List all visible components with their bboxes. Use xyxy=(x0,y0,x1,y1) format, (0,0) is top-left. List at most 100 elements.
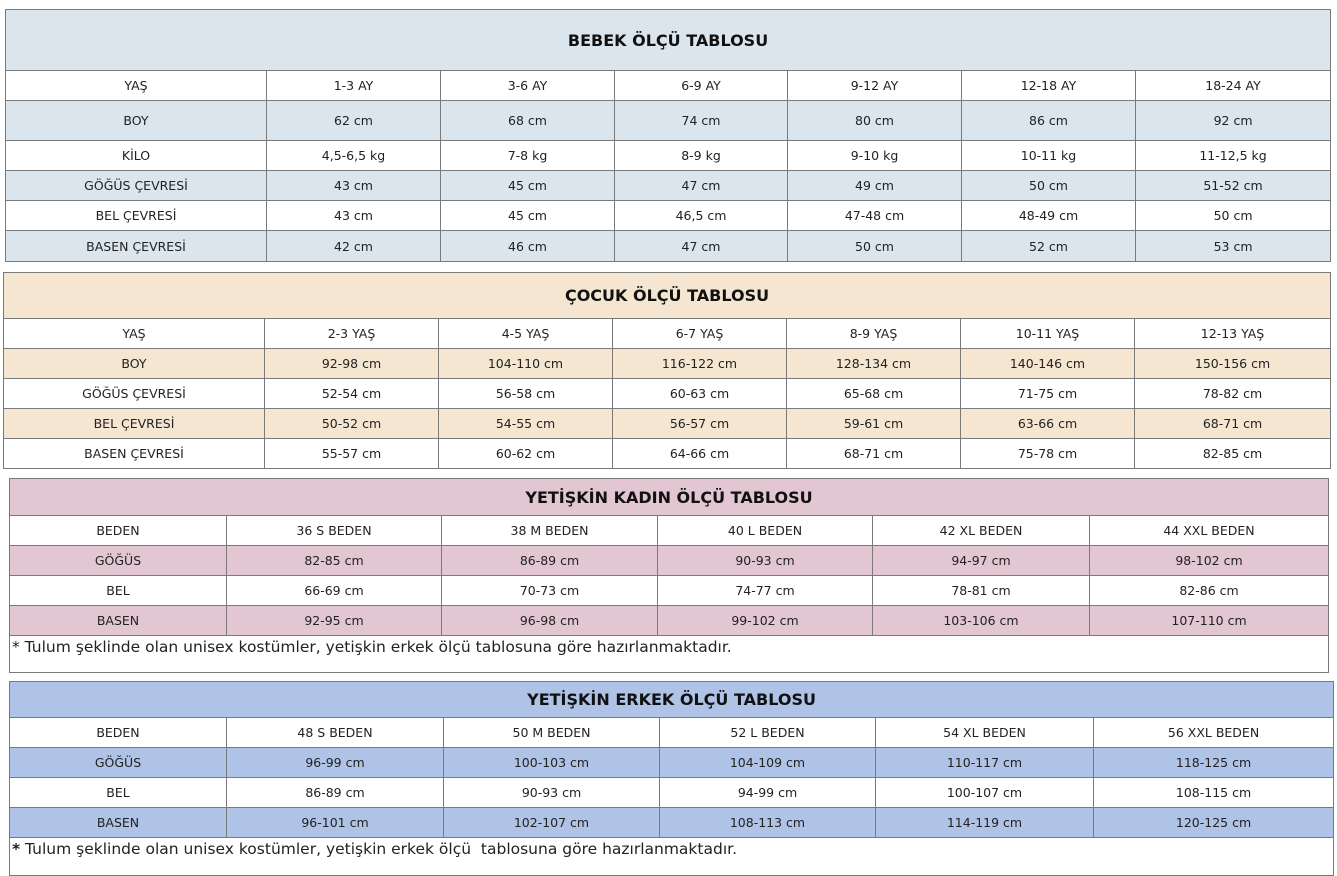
title-row: YETİŞKİN KADIN ÖLÇÜ TABLOSU xyxy=(8,478,1330,516)
table-cell: 54-55 cm xyxy=(438,408,613,439)
table-cell: 118-125 cm xyxy=(1092,747,1335,778)
men-size-table: YETİŞKİN ERKEK ÖLÇÜ TABLOSU BEDEN 48 S BED… xyxy=(8,681,1335,876)
table-cell: 90-93 cm xyxy=(657,545,873,576)
table-cell: 66-69 cm xyxy=(226,575,442,606)
title-row: YETİŞKİN ERKEK ÖLÇÜ TABLOSU xyxy=(8,681,1335,718)
table-row: GÖĞÜS ÇEVRESİ 52-54 cm 56-58 cm 60-63 cm 65-… xyxy=(3,378,1332,409)
table-cell: 10-11 kg xyxy=(961,140,1136,171)
table-cell: 78-82 cm xyxy=(1133,378,1332,409)
table-cell: 56-58 cm xyxy=(438,378,613,409)
table-cell: 82-86 cm xyxy=(1088,575,1330,606)
header-row: YAŞ 1-3 AY 3-6 AY 6-9 AY 9-12 AY 12-18 AY 18-2… xyxy=(5,70,1332,101)
table-cell: 92-95 cm xyxy=(226,605,442,636)
header-row: BEDEN 36 S BEDEN 38 M BEDEN 40 L BEDEN 42 XL… xyxy=(9,515,1330,546)
row-label: BASEN xyxy=(9,605,227,636)
table-cell: 90-93 cm xyxy=(443,777,660,808)
table-cell: 96-101 cm xyxy=(226,807,444,838)
table-cell: 108-115 cm xyxy=(1092,777,1335,808)
column-header: 40 L BEDEN xyxy=(657,515,873,546)
table-cell: 59-61 cm xyxy=(786,408,961,439)
table-cell: 80 cm xyxy=(787,100,962,141)
table-row: BASEN ÇEVRESİ 42 cm 46 cm 47 cm 50 cm 52 cm 53… xyxy=(5,230,1332,262)
table-cell: 60-62 cm xyxy=(438,438,613,469)
table-cell: 50 cm xyxy=(1134,200,1332,231)
table-cell: 52-54 cm xyxy=(264,378,439,409)
table-cell: 47-48 cm xyxy=(787,200,962,231)
table-cell: 45 cm xyxy=(440,200,615,231)
table-cell: 65-68 cm xyxy=(786,378,961,409)
table-cell: 99-102 cm xyxy=(657,605,873,636)
table-cell: 7-8 kg xyxy=(440,140,615,171)
column-header: 8-9 YAŞ xyxy=(786,318,961,349)
table-row: BEL 66-69 cm 70-73 cm 74-77 cm 78-81 cm 82-86… xyxy=(9,575,1330,606)
table-cell: 56-57 cm xyxy=(612,408,787,439)
footnote-asterisk: * xyxy=(12,638,20,656)
table-cell: 52 cm xyxy=(961,230,1136,262)
row-label: BOY xyxy=(5,100,267,141)
table-row: BOY 92-98 cm 104-110 cm 116-122 cm 128-134 c… xyxy=(3,348,1332,379)
table-cell: 94-97 cm xyxy=(872,545,1090,576)
table-cell: 86 cm xyxy=(961,100,1136,141)
table-cell: 53 cm xyxy=(1134,230,1332,262)
table-cell: 94-99 cm xyxy=(659,777,876,808)
table-cell: 116-122 cm xyxy=(612,348,787,379)
table-cell: 8-9 kg xyxy=(614,140,788,171)
column-header: 9-12 AY xyxy=(787,70,962,101)
baby-size-table: BEBEK ÖLÇÜ TABLOSU YAŞ 1-3 AY 3-6 AY 6-9 AY 9… xyxy=(4,9,1332,262)
table-row: BASEN ÇEVRESİ 55-57 cm 60-62 cm 64-66 cm 68-… xyxy=(3,438,1332,469)
row-label: GÖĞÜS xyxy=(9,545,227,576)
table-row: BOY 62 cm 68 cm 74 cm 80 cm 86 cm 92 cm xyxy=(5,100,1332,141)
table-row: GÖĞÜS 96-99 cm 100-103 cm 104-109 cm 110-117… xyxy=(9,747,1335,778)
column-header: 54 XL BEDEN xyxy=(875,717,1094,748)
table-row: BEL ÇEVRESİ 50-52 cm 54-55 cm 56-57 cm 59-61… xyxy=(3,408,1332,439)
table-cell: 102-107 cm xyxy=(443,807,660,838)
table-cell: 62 cm xyxy=(266,100,441,141)
table-row: BEL ÇEVRESİ 43 cm 45 cm 46,5 cm 47-48 cm 48-4… xyxy=(5,200,1332,231)
table-cell: 46 cm xyxy=(440,230,615,262)
table-cell: 47 cm xyxy=(614,170,788,201)
table-cell: 86-89 cm xyxy=(226,777,444,808)
row-label: BEL xyxy=(9,777,227,808)
column-header: 3-6 AY xyxy=(440,70,615,101)
table-cell: 51-52 cm xyxy=(1134,170,1332,201)
column-header: 50 M BEDEN xyxy=(443,717,660,748)
column-header: 18-24 AY xyxy=(1134,70,1332,101)
table-cell: 49 cm xyxy=(787,170,962,201)
row-label: GÖĞÜS xyxy=(9,747,227,778)
child-size-table: ÇOCUK ÖLÇÜ TABLOSU YAŞ 2-3 YAŞ 4-5 YAŞ 6-7 Y… xyxy=(2,272,1332,469)
column-header: 48 S BEDEN xyxy=(226,717,444,748)
row-label: BASEN xyxy=(9,807,227,838)
table-cell: 64-66 cm xyxy=(612,438,787,469)
table-cell: 128-134 cm xyxy=(786,348,961,379)
table-cell: 82-85 cm xyxy=(226,545,442,576)
table-cell: 55-57 cm xyxy=(264,438,439,469)
row-label: BEL xyxy=(9,575,227,606)
table-cell: 47 cm xyxy=(614,230,788,262)
column-header: 4-5 YAŞ xyxy=(438,318,613,349)
row-label: BEL ÇEVRESİ xyxy=(3,408,265,439)
table-row: KİLO 4,5-6,5 kg 7-8 kg 8-9 kg 9-10 kg 10-11 k… xyxy=(5,140,1332,171)
table-cell: 114-119 cm xyxy=(875,807,1094,838)
table-row: GÖĞÜS ÇEVRESİ 43 cm 45 cm 47 cm 49 cm 50 cm 51… xyxy=(5,170,1332,201)
table-cell: 45 cm xyxy=(440,170,615,201)
row-label: YAŞ xyxy=(3,318,265,349)
table-title: ÇOCUK ÖLÇÜ TABLOSU xyxy=(2,272,1332,319)
footnote: * Tulum şeklinde olan unisex kostümler, … xyxy=(8,635,1330,673)
column-header: 2-3 YAŞ xyxy=(264,318,439,349)
table-row: BEL 86-89 cm 90-93 cm 94-99 cm 100-107 cm 108… xyxy=(9,777,1335,808)
table-cell: 103-106 cm xyxy=(872,605,1090,636)
header-row: BEDEN 48 S BEDEN 50 M BEDEN 52 L BEDEN 54 XL… xyxy=(9,717,1335,748)
column-header: 36 S BEDEN xyxy=(226,515,442,546)
column-header: 6-7 YAŞ xyxy=(612,318,787,349)
table-title: YETİŞKİN ERKEK ÖLÇÜ TABLOSU xyxy=(8,681,1335,718)
column-header: 6-9 AY xyxy=(614,70,788,101)
table-cell: 71-75 cm xyxy=(960,378,1135,409)
table-cell: 70-73 cm xyxy=(441,575,658,606)
table-cell: 110-117 cm xyxy=(875,747,1094,778)
column-header: 44 XXL BEDEN xyxy=(1088,515,1330,546)
table-cell: 50 cm xyxy=(961,170,1136,201)
column-header: 12-18 AY xyxy=(961,70,1136,101)
table-cell: 68-71 cm xyxy=(1133,408,1332,439)
table-cell: 96-99 cm xyxy=(226,747,444,778)
column-header: 10-11 YAŞ xyxy=(960,318,1135,349)
